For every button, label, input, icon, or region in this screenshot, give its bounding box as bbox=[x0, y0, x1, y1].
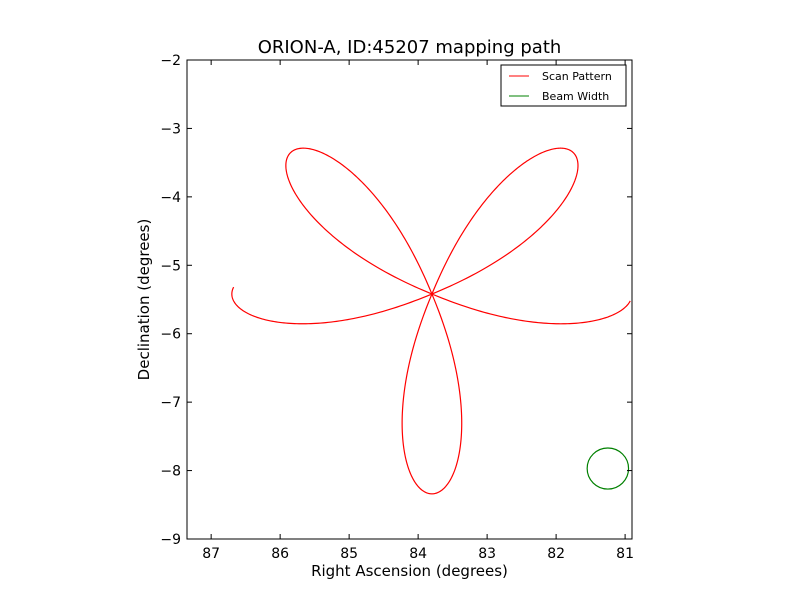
y-tick-label: −8 bbox=[160, 464, 181, 480]
x-tick-label: 83 bbox=[478, 546, 496, 562]
series-beam-width bbox=[586, 447, 630, 490]
x-tick-label: 81 bbox=[616, 546, 634, 562]
y-tick-label: −4 bbox=[160, 190, 181, 206]
legend-frame bbox=[500, 64, 627, 107]
chart-title: ORION-A, ID:45207 mapping path bbox=[258, 37, 562, 58]
x-tick-label: 86 bbox=[271, 546, 289, 562]
y-axis-title: Declination (degrees) bbox=[135, 219, 153, 381]
x-tick-label: 84 bbox=[409, 546, 427, 562]
series-layer bbox=[231, 147, 631, 495]
y-tick-label: −7 bbox=[160, 395, 181, 411]
x-tick-label: 85 bbox=[340, 546, 358, 562]
y-tick-label: −3 bbox=[160, 121, 181, 137]
legend: Scan Pattern Beam Width bbox=[500, 64, 627, 107]
y-tick-label: −9 bbox=[160, 532, 181, 548]
x-tick-label: 87 bbox=[202, 546, 220, 562]
y-tick-label: −2 bbox=[160, 53, 181, 69]
plot-frame bbox=[186, 59, 633, 540]
x-axis: 87 86 85 84 83 82 81 bbox=[202, 60, 634, 562]
y-tick-label: −6 bbox=[160, 327, 181, 343]
legend-label-scan-pattern: Scan Pattern bbox=[542, 70, 612, 83]
y-axis: −2 −3 −4 −5 −6 −7 −8 −9 bbox=[160, 53, 632, 548]
legend-label-beam-width: Beam Width bbox=[542, 90, 609, 103]
series-scan-pattern bbox=[231, 147, 631, 495]
y-tick-label: −5 bbox=[160, 258, 181, 274]
x-tick-label: 82 bbox=[547, 546, 565, 562]
x-axis-title: Right Ascension (degrees) bbox=[311, 562, 508, 580]
